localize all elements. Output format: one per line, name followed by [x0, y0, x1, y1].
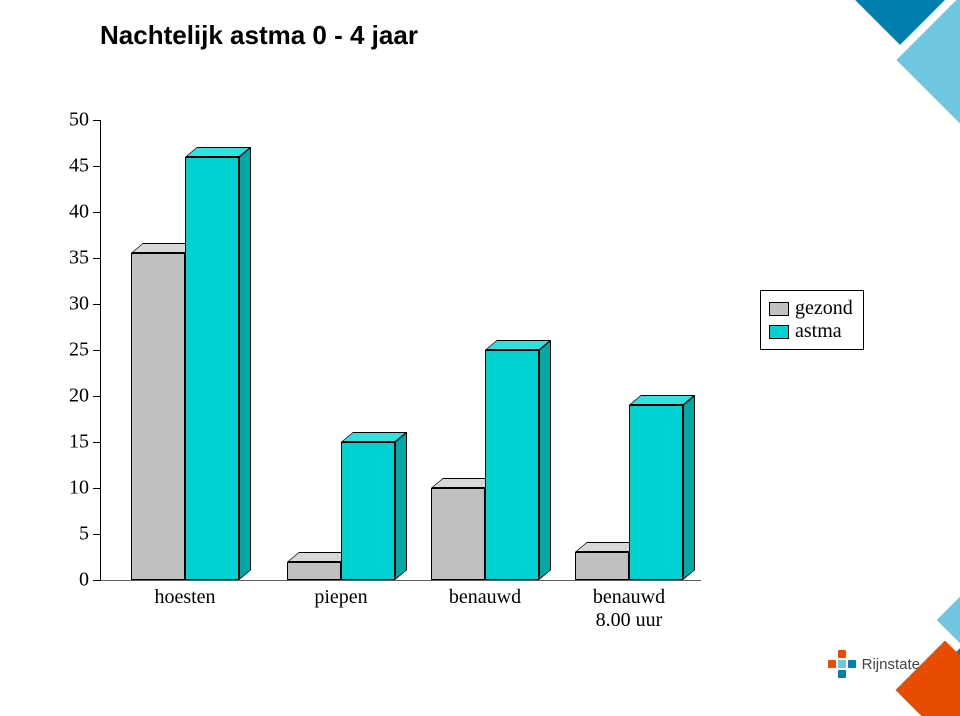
bar-chart: 05101520253035404550hoestenpiepenbenauwd…	[100, 120, 701, 581]
y-tick-label: 5	[79, 523, 89, 546]
chart-title: Nachtelijk astma 0 - 4 jaar	[100, 20, 418, 51]
x-tick-label: hoesten	[125, 586, 245, 609]
y-tick	[93, 350, 101, 351]
bar	[485, 350, 539, 580]
logo-pixel	[838, 660, 846, 668]
x-tick-label: benauwd 8.00 uur	[569, 586, 689, 632]
logo-pixel	[828, 660, 836, 668]
logo-pixel	[848, 660, 856, 668]
logo-pixel	[838, 650, 846, 658]
legend-label: gezond	[795, 297, 853, 320]
legend-swatch	[769, 325, 789, 339]
y-tick-label: 15	[69, 431, 89, 454]
bar	[185, 157, 239, 580]
y-tick	[93, 212, 101, 213]
y-tick	[93, 258, 101, 259]
y-tick	[93, 304, 101, 305]
decoration-square	[937, 592, 960, 649]
y-tick	[93, 442, 101, 443]
y-tick-label: 45	[69, 155, 89, 178]
bar	[575, 552, 629, 580]
plot-area: 05101520253035404550hoestenpiepenbenauwd…	[100, 120, 701, 581]
bar	[131, 253, 185, 580]
logo: Rijnstate	[828, 650, 920, 678]
y-tick-label: 0	[79, 569, 89, 592]
logo-mark	[828, 650, 856, 678]
y-tick	[93, 120, 101, 121]
y-tick	[93, 534, 101, 535]
y-tick-label: 25	[69, 339, 89, 362]
y-tick-label: 20	[69, 385, 89, 408]
legend-swatch	[769, 302, 789, 316]
logo-text: Rijnstate	[862, 656, 920, 673]
x-tick-label: benauwd	[425, 586, 545, 609]
bar	[287, 562, 341, 580]
y-tick	[93, 166, 101, 167]
legend-item: gezond	[769, 297, 853, 320]
legend-label: astma	[795, 320, 842, 343]
x-tick-label: piepen	[281, 586, 401, 609]
legend: gezondastma	[760, 290, 864, 350]
y-tick-label: 30	[69, 293, 89, 316]
y-tick	[93, 396, 101, 397]
bar	[341, 442, 395, 580]
bar	[431, 488, 485, 580]
bar	[629, 405, 683, 580]
y-tick-label: 10	[69, 477, 89, 500]
legend-item: astma	[769, 320, 853, 343]
y-tick-label: 50	[69, 109, 89, 132]
y-tick	[93, 488, 101, 489]
y-tick	[93, 580, 101, 581]
y-tick-label: 35	[69, 247, 89, 270]
y-tick-label: 40	[69, 201, 89, 224]
logo-pixel	[838, 670, 846, 678]
